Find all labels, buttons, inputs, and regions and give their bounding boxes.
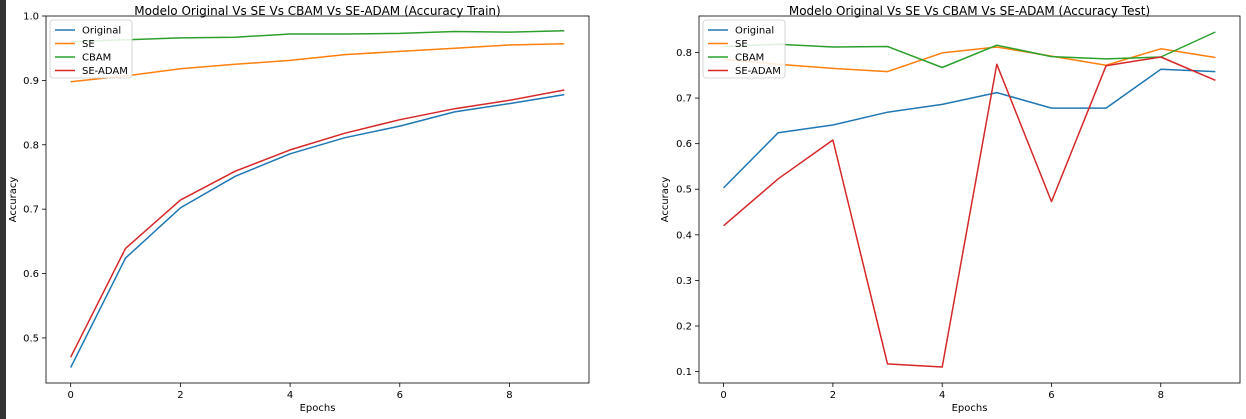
legend-label: CBAM — [735, 53, 764, 64]
y-tick-label: 0.7 — [676, 94, 692, 105]
x-tick-label: 6 — [397, 390, 403, 401]
x-tick-label: 6 — [1048, 390, 1054, 401]
x-tick-label: 4 — [939, 390, 945, 401]
legend-label: Original — [735, 26, 774, 37]
legend-label: SE — [735, 39, 748, 50]
series-line-se-adam — [70, 89, 565, 358]
y-tick-label: 0.4 — [676, 230, 692, 241]
x-tick-label: 8 — [506, 390, 512, 401]
chart-title: Modelo Original Vs SE Vs CBAM Vs SE-ADAM… — [789, 4, 1150, 18]
y-axis-label: Accuracy — [8, 177, 19, 223]
x-tick-label: 4 — [287, 390, 293, 401]
chart-1: Modelo Original Vs SE Vs CBAM Vs SE-ADAM… — [8, 4, 590, 414]
y-axis-label: Accuracy — [660, 177, 671, 223]
x-tick-label: 2 — [830, 390, 836, 401]
chart-2: Modelo Original Vs SE Vs CBAM Vs SE-ADAM… — [660, 4, 1241, 414]
y-tick-label: 0.7 — [23, 205, 39, 216]
series-line-se-adam — [723, 56, 1216, 368]
y-tick-label: 0.9 — [23, 76, 39, 87]
window-left-edge — [0, 0, 6, 419]
plot-frame — [698, 15, 1241, 384]
x-tick-label: 0 — [67, 390, 73, 401]
y-tick-label: 0.6 — [676, 139, 692, 150]
y-tick-label: 0.3 — [676, 276, 692, 287]
x-axis-label: Epochs — [952, 403, 988, 414]
x-tick-label: 0 — [720, 390, 726, 401]
series-line-original — [723, 68, 1216, 189]
legend-label: Original — [82, 26, 121, 37]
series-line-original — [70, 93, 565, 368]
y-tick-label: 0.8 — [676, 48, 692, 59]
x-axis-label: Epochs — [300, 403, 336, 414]
x-tick-label: 8 — [1158, 390, 1164, 401]
legend: Original SE CBAM SE-ADAM — [49, 19, 133, 79]
chart-title: Modelo Original Vs SE Vs CBAM Vs SE-ADAM… — [134, 4, 500, 18]
legend-box — [702, 19, 786, 79]
y-tick-label: 0.6 — [23, 269, 39, 280]
series-line-cbam — [723, 31, 1216, 69]
y-tick-label: 0.2 — [676, 322, 692, 333]
y-tick-label: 0.1 — [676, 367, 692, 378]
y-tick-label: 0.5 — [23, 333, 39, 344]
series-line-se — [70, 42, 565, 83]
legend-label: SE — [82, 39, 95, 50]
y-tick-label: 0.5 — [676, 185, 692, 196]
legend: Original SE CBAM SE-ADAM — [702, 19, 786, 79]
y-tick-label: 0.8 — [23, 140, 39, 151]
series-line-cbam — [70, 30, 565, 43]
series-line-se — [723, 46, 1216, 73]
legend-box — [49, 19, 133, 79]
legend-label: SE-ADAM — [82, 66, 128, 77]
x-tick-label: 2 — [177, 390, 183, 401]
legend-label: CBAM — [82, 53, 111, 64]
y-tick-label: 1.0 — [23, 12, 39, 23]
legend-label: SE-ADAM — [735, 66, 781, 77]
plot-frame — [45, 15, 590, 384]
